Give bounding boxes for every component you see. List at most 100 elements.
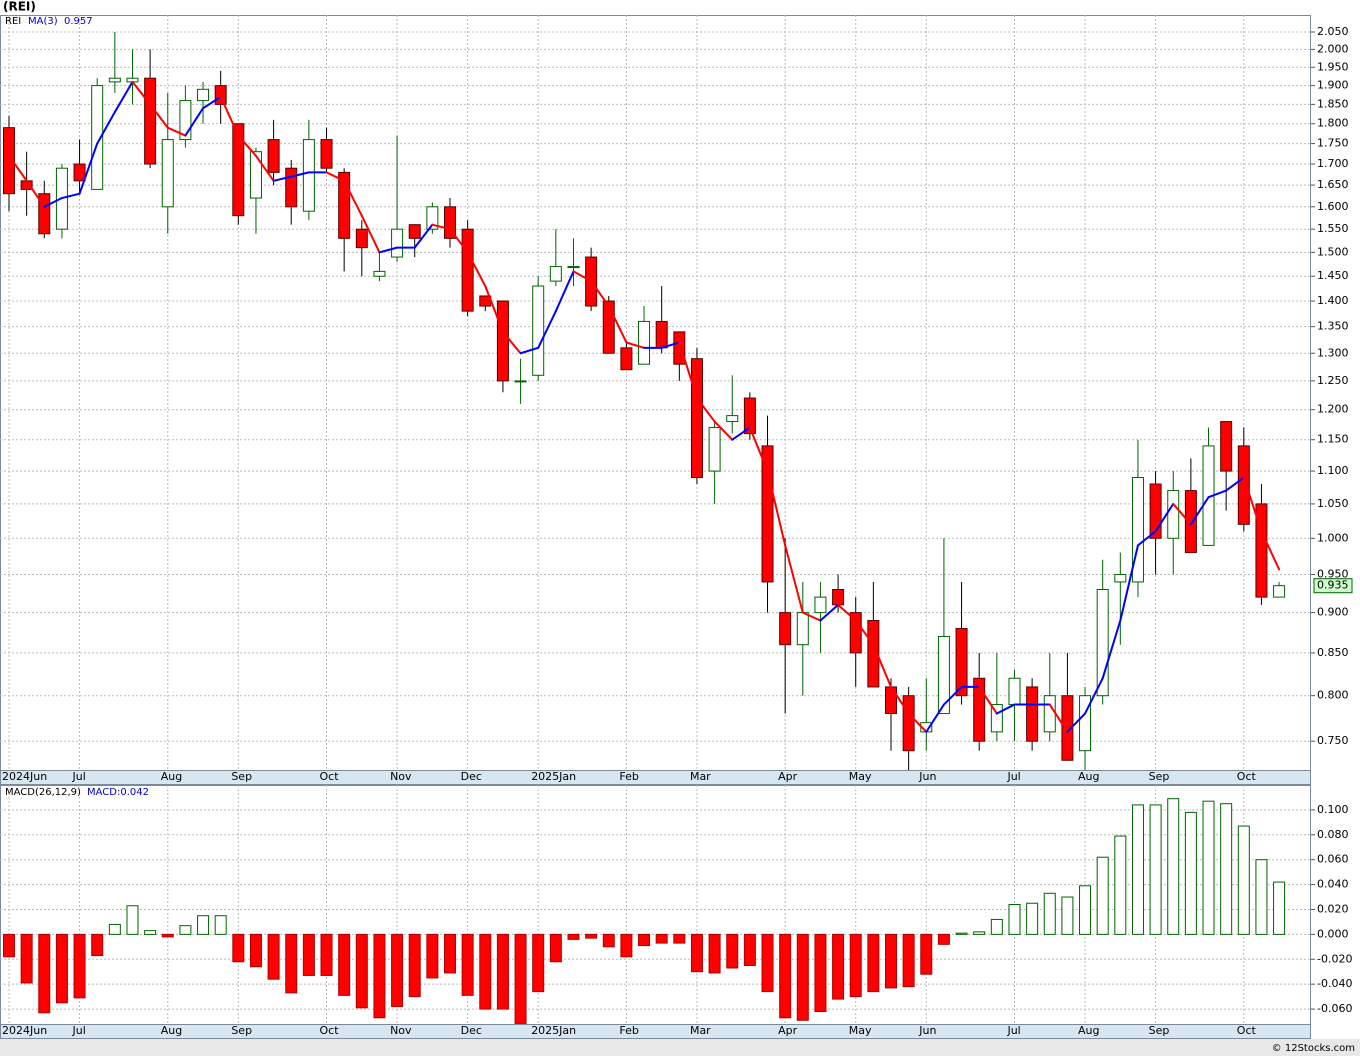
macd-bar bbox=[955, 932, 968, 935]
candle-body bbox=[1273, 585, 1286, 598]
candle-body bbox=[990, 704, 1003, 733]
axes: 2.050 2.000 1.950 1.900 1.850 1.800 1.750 1.700… bbox=[2, 25, 1353, 1037]
macd-bar bbox=[73, 933, 86, 999]
ma-segment bbox=[942, 685, 963, 706]
y-tick-label: -0.060 bbox=[1317, 1002, 1352, 1015]
x-tick-label: 2025Jan bbox=[531, 1024, 576, 1037]
ma-segment bbox=[202, 95, 222, 110]
candle-body bbox=[3, 127, 15, 195]
macd-bar bbox=[602, 933, 615, 948]
macd-bar bbox=[567, 933, 580, 940]
last-price-box bbox=[1313, 578, 1353, 594]
ma-segment bbox=[1260, 530, 1281, 571]
x-tick-label: May bbox=[849, 1024, 872, 1037]
ma-segment bbox=[1189, 496, 1210, 526]
ma-segment bbox=[8, 154, 28, 182]
candle-body bbox=[285, 167, 298, 208]
macd-grid bbox=[0, 785, 1311, 1024]
x-tick-label: Dec bbox=[461, 770, 482, 783]
y-tick-label: 2.050 bbox=[1317, 25, 1349, 38]
ma-segment bbox=[272, 175, 293, 182]
y-tick-label: 1.350 bbox=[1317, 320, 1349, 333]
legend-ma: MA(3) bbox=[28, 16, 58, 27]
macd-bar bbox=[391, 933, 404, 1008]
candle-body bbox=[1255, 503, 1268, 598]
macd-bar bbox=[937, 933, 950, 945]
macd-bar bbox=[673, 933, 686, 944]
y-tick-label: 1.300 bbox=[1317, 346, 1349, 359]
candle-body bbox=[232, 123, 245, 217]
candle-body bbox=[461, 228, 474, 312]
ma-segment bbox=[766, 470, 787, 547]
macd-bar bbox=[320, 933, 333, 976]
ma-segment bbox=[1242, 476, 1263, 533]
candle-body bbox=[567, 266, 580, 269]
ma-segment bbox=[854, 619, 875, 646]
candle-body bbox=[1114, 573, 1127, 583]
macd-bar bbox=[249, 933, 262, 968]
ma-segment bbox=[907, 712, 928, 733]
macd-bar bbox=[144, 930, 157, 935]
ma-segment bbox=[113, 80, 134, 114]
macd-bar bbox=[532, 933, 545, 993]
macd-bar bbox=[902, 933, 915, 988]
macd-bar bbox=[214, 915, 227, 935]
macd-bar bbox=[514, 933, 527, 1024]
ma-segment bbox=[1084, 677, 1104, 715]
last-price-label: 0.935 bbox=[1317, 579, 1349, 592]
candle-body bbox=[885, 686, 897, 715]
macd-bar bbox=[496, 933, 509, 1010]
x-tick-label: Jul bbox=[72, 770, 86, 783]
macd-bar bbox=[832, 933, 845, 1000]
x-tick-label: Feb bbox=[619, 1024, 638, 1037]
ma-segment bbox=[660, 341, 681, 349]
candle-body bbox=[1079, 695, 1092, 752]
ma-segment bbox=[695, 397, 716, 423]
ma-segment bbox=[325, 171, 346, 182]
x-tick-label: Jul bbox=[1006, 1024, 1020, 1037]
price-x-axis bbox=[0, 770, 1311, 785]
y-tick-label: 1.900 bbox=[1317, 79, 1349, 92]
candle-body bbox=[743, 397, 756, 435]
macd-bar bbox=[232, 933, 245, 963]
ma-segment bbox=[78, 142, 99, 195]
macd-bar bbox=[1220, 803, 1233, 935]
macd-bar bbox=[1184, 811, 1197, 935]
candle-body bbox=[338, 171, 351, 239]
candle-body bbox=[849, 612, 862, 654]
macd-bar bbox=[426, 933, 439, 979]
macd-bar bbox=[885, 933, 897, 989]
candle-body bbox=[532, 285, 545, 376]
x-tick-label: Nov bbox=[390, 770, 412, 783]
ma-segment bbox=[554, 270, 575, 313]
x-tick-label: Dec bbox=[461, 1024, 482, 1037]
candle-body bbox=[197, 88, 210, 102]
macd-bar bbox=[3, 933, 15, 958]
macd-bar bbox=[197, 915, 210, 935]
y-tick-label: 1.200 bbox=[1317, 403, 1349, 416]
x-tick-label: Sep bbox=[1149, 770, 1170, 783]
ma-segment bbox=[1048, 703, 1069, 733]
x-tick-label: Jun bbox=[918, 1024, 936, 1037]
x-tick-label: Sep bbox=[1149, 1024, 1170, 1037]
candle-body bbox=[1184, 490, 1197, 554]
candle-body bbox=[973, 677, 986, 742]
y-tick-label: 0.850 bbox=[1317, 646, 1349, 659]
y-tick-label: 0.000 bbox=[1317, 927, 1349, 940]
footer-bar bbox=[0, 1039, 1360, 1056]
ma-segment bbox=[501, 330, 522, 355]
y-tick-label: 1.800 bbox=[1317, 117, 1349, 130]
ma-segment bbox=[590, 280, 610, 308]
candle-body bbox=[426, 206, 439, 230]
candle-body bbox=[373, 270, 386, 277]
macd-bar bbox=[1008, 904, 1021, 935]
macd-bar bbox=[1079, 885, 1092, 935]
macd-bar bbox=[761, 933, 774, 993]
candle-body bbox=[267, 139, 280, 173]
y-tick-label: 0.060 bbox=[1317, 853, 1349, 866]
macd-bar bbox=[1114, 835, 1127, 935]
ma-segment bbox=[360, 214, 381, 254]
y-tick-label: 0.100 bbox=[1317, 803, 1349, 816]
y-tick-label: 0.040 bbox=[1317, 878, 1349, 891]
ma-segment bbox=[378, 246, 399, 254]
